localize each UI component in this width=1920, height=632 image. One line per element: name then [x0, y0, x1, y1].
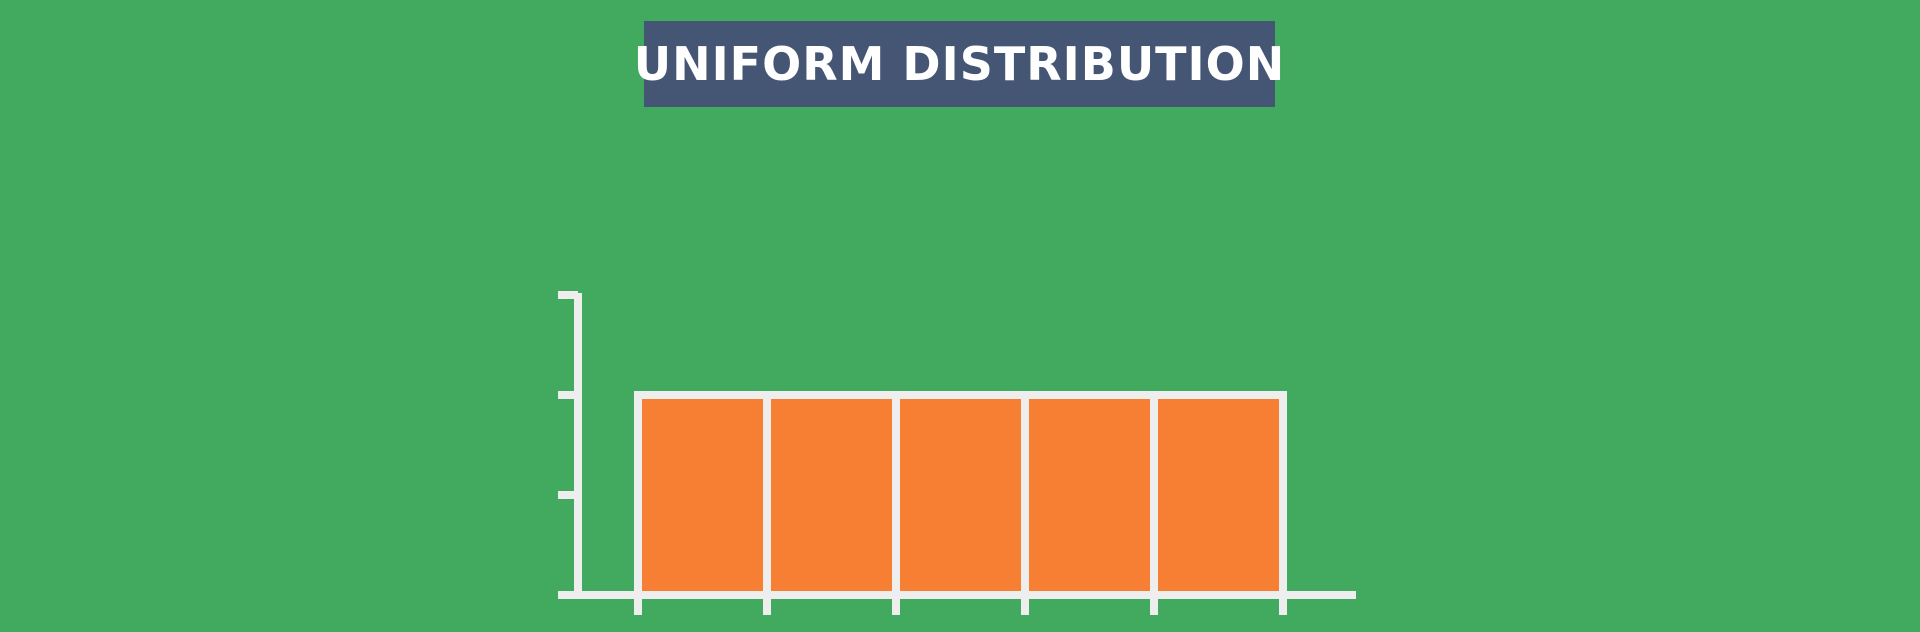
- bar-3: [892, 391, 1029, 599]
- bar-5: [1150, 391, 1287, 599]
- chart-title: UNIFORM DISTRIBUTION: [633, 37, 1286, 91]
- bar-4: [1021, 391, 1158, 599]
- bar-1: [634, 391, 771, 599]
- title-banner: UNIFORM DISTRIBUTION: [634, 21, 1284, 107]
- bar-2: [763, 391, 900, 599]
